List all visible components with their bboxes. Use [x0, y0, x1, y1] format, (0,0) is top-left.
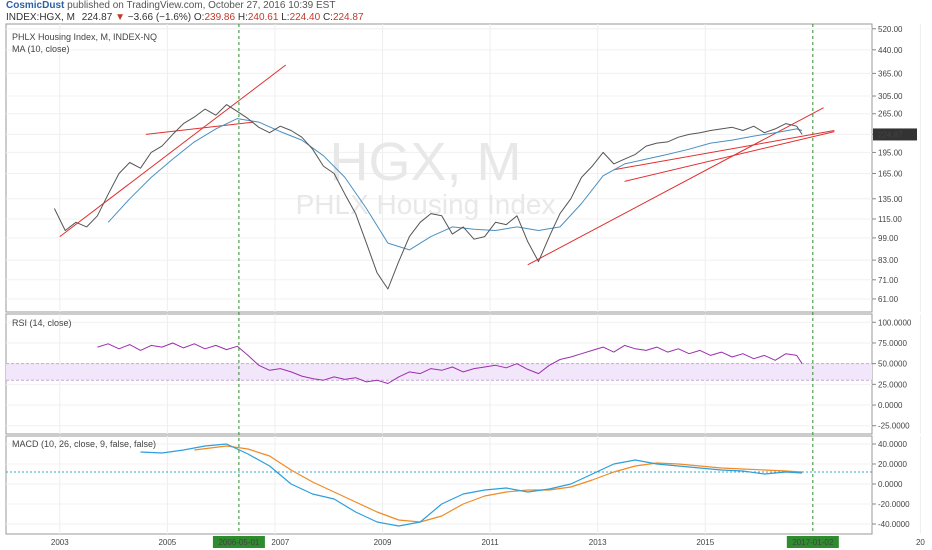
- low-label: L:: [281, 12, 290, 23]
- y-tick-label: 25.0000: [878, 380, 907, 389]
- high-value: 240.61: [247, 12, 279, 23]
- published-text: published on TradingView.com, October 27…: [67, 0, 336, 11]
- price-change: −3.66 (−1.6%): [127, 12, 192, 23]
- pane-frame-3: [5, 435, 873, 535]
- y-tick-label: -40.0000: [878, 520, 910, 529]
- rsi-pane-title: RSI (14, close): [12, 318, 72, 328]
- low-value: 224.40: [289, 12, 321, 23]
- main-pane-title: PHLX Housing Index, M, INDEX-NQ: [12, 32, 157, 42]
- x-tick-label: 2009: [374, 538, 392, 547]
- macd-line: [140, 443, 803, 527]
- y-tick-label: 0.0000: [878, 480, 903, 489]
- y-tick-label: 305.00: [878, 92, 903, 101]
- y-tick-label: -20.0000: [878, 500, 910, 509]
- author-link[interactable]: CosmicDust: [6, 0, 65, 11]
- y-tick-label: 165.00: [878, 169, 903, 178]
- y-tick-label: 83.00: [878, 256, 899, 265]
- chart-header: CosmicDust published on TradingView.com,…: [6, 0, 364, 24]
- y-tick-label: 520.00: [878, 25, 903, 34]
- y-tick-label: 75.0000: [878, 339, 907, 348]
- y-tick-label: 50.0000: [878, 360, 907, 369]
- signal-line: [194, 445, 803, 523]
- publish-line: CosmicDust published on TradingView.com,…: [6, 0, 364, 12]
- open-value: 239.86: [204, 12, 236, 23]
- y-tick-label: 40.0000: [878, 440, 907, 449]
- y-tick-label: 20.0000: [878, 460, 907, 469]
- x-tick-label: 2006-05-01: [218, 538, 259, 547]
- y-tick-label: 100.0000: [878, 318, 912, 327]
- x-tick-label: 2017-01-02: [792, 538, 833, 547]
- trend-line-1: [59, 64, 287, 238]
- trend-line-4: [613, 130, 835, 171]
- high-label: H:: [237, 12, 248, 23]
- y-tick-label: 135.00: [878, 195, 903, 204]
- date-marker-tag: [786, 536, 839, 548]
- x-tick-label: 20: [916, 538, 925, 547]
- date-marker-tag: [212, 536, 265, 548]
- close-label: C:: [322, 12, 333, 23]
- x-tick-label: 2015: [696, 538, 714, 547]
- down-arrow-icon: ▼: [115, 12, 125, 23]
- symbol-label: INDEX:HGX, M: [6, 12, 75, 23]
- price-line: [53, 104, 803, 290]
- x-tick-label: 2003: [51, 538, 69, 547]
- rsi-line: [97, 342, 803, 384]
- ma-line: [107, 118, 803, 251]
- y-tick-label: 61.00: [878, 295, 899, 304]
- watermark-symbol: HGX, M: [330, 132, 522, 192]
- last-price: 224.87: [81, 12, 113, 23]
- ma-label: MA (10, close): [12, 44, 70, 54]
- macd-pane-title: MACD (10, 26, close, 9, false, false): [12, 439, 156, 449]
- y-tick-label: 71.00: [878, 276, 899, 285]
- last-price-label: 224.87: [878, 130, 903, 139]
- x-tick-label: 2011: [481, 538, 499, 547]
- open-label: O:: [193, 12, 205, 23]
- y-tick-label: 115.00: [878, 215, 902, 224]
- last-price-tag: [873, 128, 917, 141]
- x-tick-label: 2007: [271, 538, 289, 547]
- y-tick-label: 195.00: [878, 148, 903, 157]
- watermark-name: PHLX Housing Index: [296, 189, 556, 220]
- x-tick-label: 2005: [158, 538, 176, 547]
- quote-line: INDEX:HGX, M 224.87 ▼ −3.66 (−1.6%) O:23…: [6, 12, 364, 24]
- y-tick-label: 99.00: [878, 234, 899, 243]
- y-tick-label: 265.00: [878, 110, 903, 119]
- trend-line-3: [527, 107, 824, 266]
- close-value: 224.87: [332, 12, 364, 23]
- trend-line-5: [624, 131, 835, 182]
- y-tick-label: -25.0000: [878, 422, 910, 431]
- pane-frame-1: [5, 23, 873, 313]
- x-tick-label: 2013: [589, 538, 607, 547]
- rsi-band: [6, 363, 872, 381]
- trend-line-2: [145, 121, 254, 135]
- y-tick-label: 365.00: [878, 69, 903, 78]
- y-tick-label: 0.0000: [878, 401, 903, 410]
- y-tick-label: 440.00: [878, 46, 903, 55]
